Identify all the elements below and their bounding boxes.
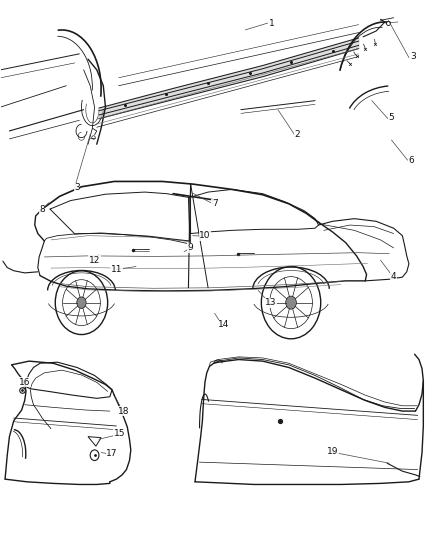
Text: 18: 18: [118, 407, 130, 416]
Text: 2: 2: [295, 130, 300, 139]
Text: 13: 13: [265, 298, 276, 307]
Text: 4: 4: [391, 272, 396, 280]
Text: 17: 17: [106, 449, 118, 458]
Text: 5: 5: [389, 113, 394, 122]
Text: 10: 10: [199, 231, 211, 240]
Text: 9: 9: [188, 244, 194, 253]
Polygon shape: [99, 38, 359, 119]
Text: 1: 1: [268, 19, 274, 28]
Text: 19: 19: [327, 447, 338, 456]
Text: 14: 14: [218, 320, 229, 329]
Text: 8: 8: [39, 205, 45, 214]
Text: 11: 11: [111, 265, 122, 273]
Circle shape: [286, 296, 297, 309]
Text: 16: 16: [19, 378, 31, 387]
Text: 15: 15: [114, 430, 125, 439]
Text: 3: 3: [74, 183, 80, 192]
Circle shape: [77, 297, 86, 309]
Text: 7: 7: [212, 199, 218, 208]
Text: 3: 3: [410, 52, 416, 61]
Text: 12: 12: [89, 256, 100, 264]
Text: 6: 6: [408, 156, 414, 165]
